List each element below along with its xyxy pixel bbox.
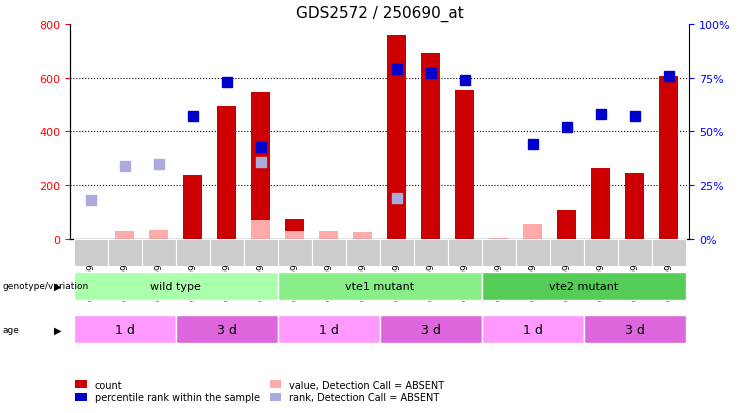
FancyBboxPatch shape — [584, 316, 685, 343]
FancyBboxPatch shape — [278, 240, 312, 266]
FancyBboxPatch shape — [210, 240, 244, 266]
Bar — [625, 174, 644, 240]
FancyBboxPatch shape — [652, 240, 685, 266]
Text: vte1 mutant: vte1 mutant — [345, 281, 414, 291]
Bar — [285, 219, 304, 240]
Bar — [251, 93, 270, 240]
Text: 3 d: 3 d — [217, 323, 236, 336]
Bar — [217, 107, 236, 240]
Bar — [319, 231, 338, 240]
Text: ▶: ▶ — [54, 281, 62, 291]
FancyBboxPatch shape — [74, 240, 107, 266]
Text: vte2 mutant: vte2 mutant — [549, 281, 619, 291]
FancyBboxPatch shape — [176, 240, 210, 266]
FancyBboxPatch shape — [278, 316, 379, 343]
FancyBboxPatch shape — [413, 240, 448, 266]
FancyBboxPatch shape — [278, 272, 482, 300]
Text: ▶: ▶ — [54, 325, 62, 335]
FancyBboxPatch shape — [618, 240, 652, 266]
FancyBboxPatch shape — [379, 240, 413, 266]
Text: 3 d: 3 d — [625, 323, 645, 336]
Text: genotype/variation: genotype/variation — [2, 281, 88, 290]
Bar — [184, 175, 202, 240]
Bar — [285, 231, 304, 240]
Title: GDS2572 / 250690_at: GDS2572 / 250690_at — [296, 6, 464, 22]
FancyBboxPatch shape — [482, 240, 516, 266]
FancyBboxPatch shape — [482, 272, 685, 300]
Bar — [523, 225, 542, 240]
FancyBboxPatch shape — [379, 316, 482, 343]
Bar — [456, 90, 474, 240]
Bar — [116, 231, 134, 240]
Bar — [489, 238, 508, 240]
FancyBboxPatch shape — [74, 316, 176, 343]
FancyBboxPatch shape — [482, 316, 584, 343]
Bar — [422, 54, 440, 240]
Bar — [388, 36, 406, 240]
Bar — [251, 221, 270, 240]
Bar — [659, 77, 678, 240]
Bar — [591, 169, 610, 240]
FancyBboxPatch shape — [312, 240, 346, 266]
Text: 1 d: 1 d — [523, 323, 542, 336]
FancyBboxPatch shape — [142, 240, 176, 266]
Text: 3 d: 3 d — [421, 323, 441, 336]
FancyBboxPatch shape — [584, 240, 618, 266]
FancyBboxPatch shape — [244, 240, 278, 266]
FancyBboxPatch shape — [448, 240, 482, 266]
Bar — [353, 233, 372, 240]
FancyBboxPatch shape — [74, 272, 278, 300]
Text: 1 d: 1 d — [115, 323, 135, 336]
FancyBboxPatch shape — [176, 316, 278, 343]
FancyBboxPatch shape — [550, 240, 584, 266]
Bar — [557, 210, 576, 240]
Text: wild type: wild type — [150, 281, 202, 291]
Text: age: age — [2, 325, 19, 334]
Bar — [150, 230, 168, 240]
FancyBboxPatch shape — [346, 240, 379, 266]
FancyBboxPatch shape — [107, 240, 142, 266]
FancyBboxPatch shape — [516, 240, 550, 266]
Legend: count, percentile rank within the sample, value, Detection Call = ABSENT, rank, : count, percentile rank within the sample… — [72, 376, 448, 406]
Text: 1 d: 1 d — [319, 323, 339, 336]
